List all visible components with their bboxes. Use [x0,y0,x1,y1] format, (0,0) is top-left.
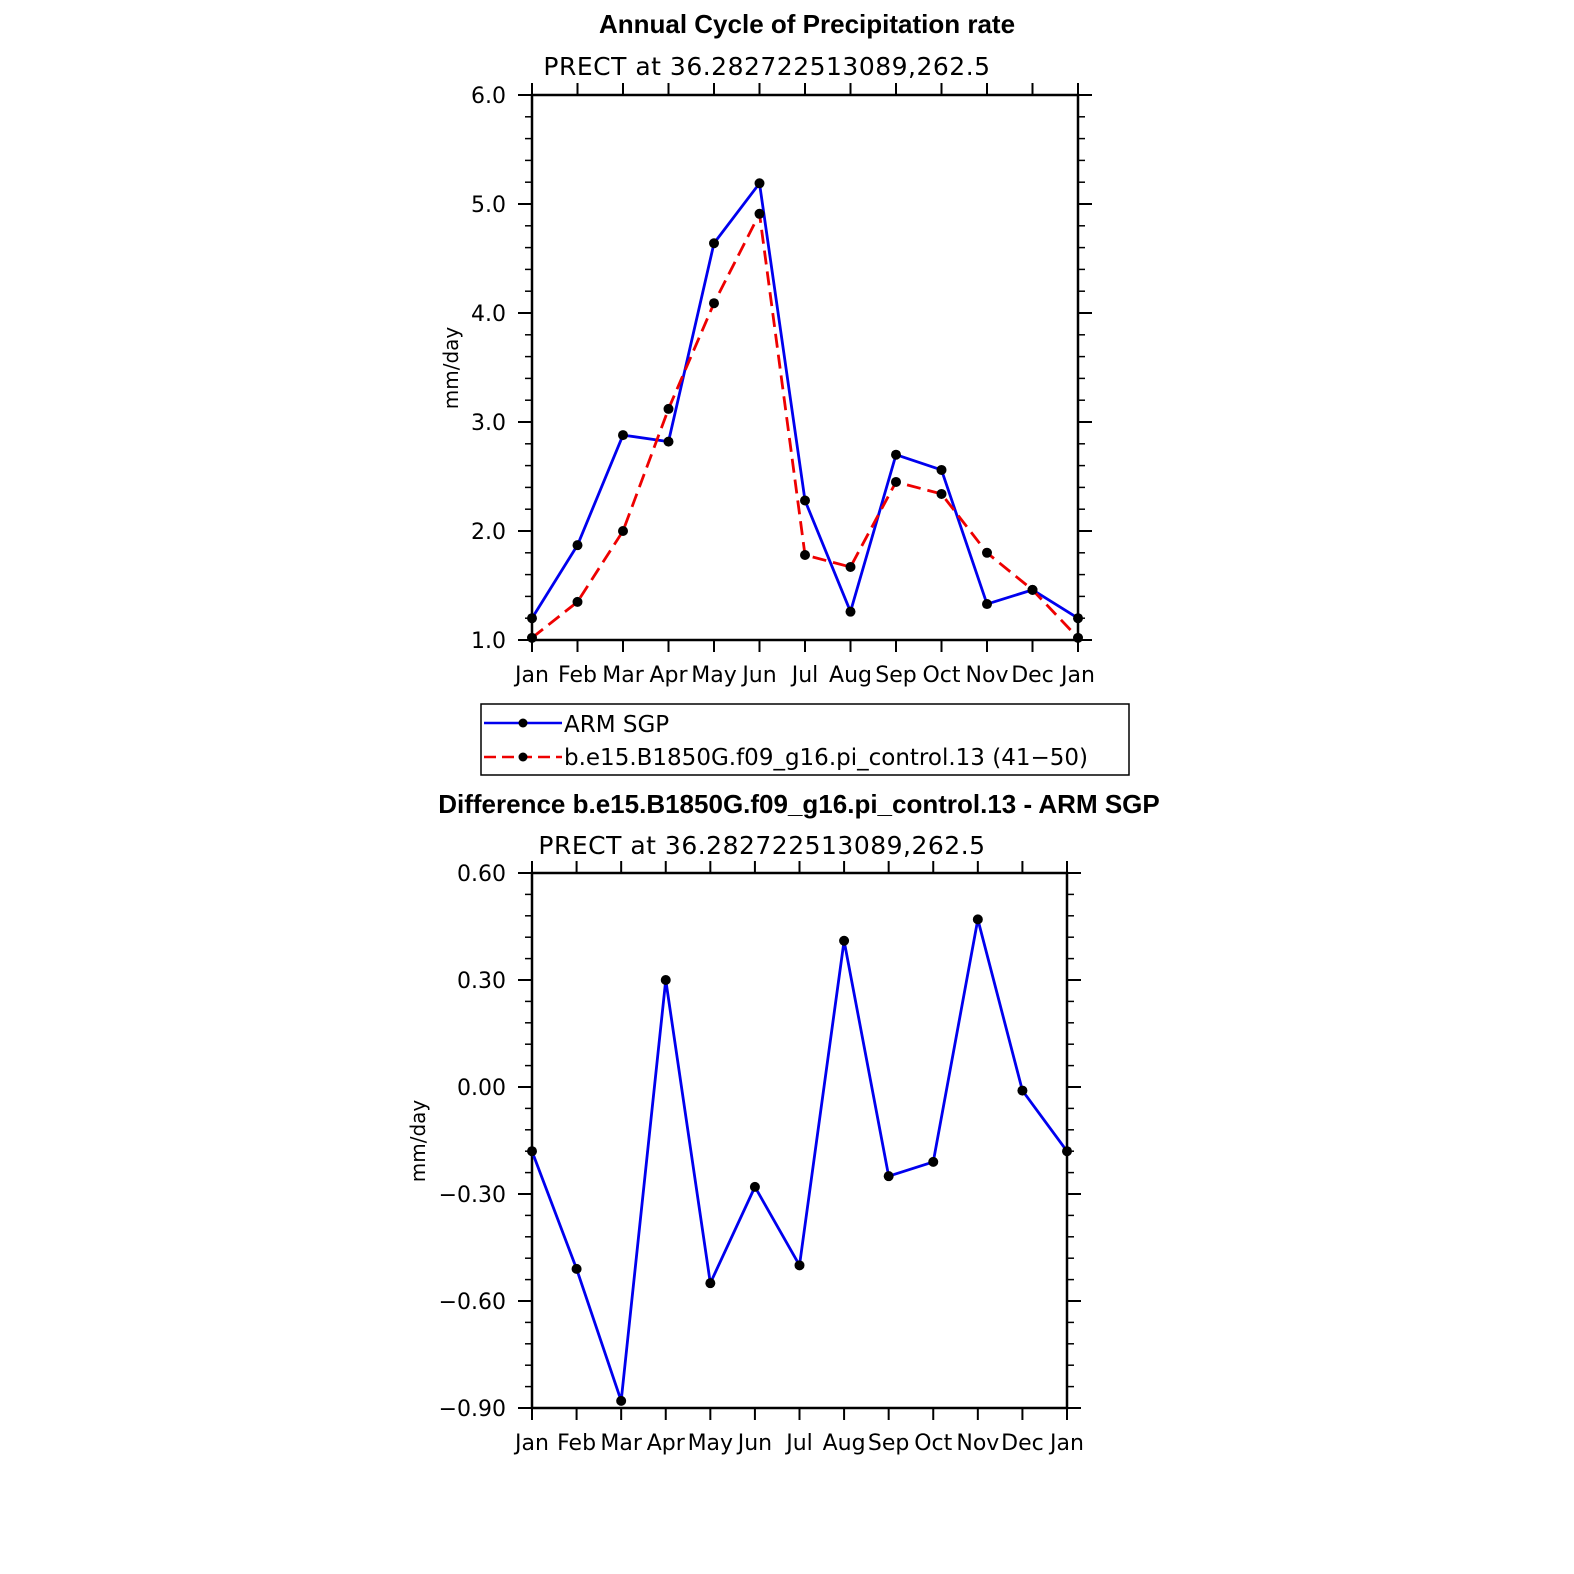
annual-cycle-title: Annual Cycle of Precipitation rate [599,9,1015,39]
data-point [1062,1146,1072,1157]
x-tick-label: Nov [956,1431,999,1456]
data-point [709,298,719,309]
x-tick-label: Nov [966,663,1009,688]
data-point [754,208,765,219]
difference-chart: Difference b.e15.B1850G.f09_g16.pi_contr… [406,789,1160,1456]
y-tick-label: 0.60 [457,862,506,887]
x-tick-label: Jan [513,663,549,688]
y-tick-label: −0.30 [439,1183,506,1208]
data-point [982,599,992,610]
annual-cycle-plot: 1.0 2.0 3.0 4.0 5.0 6.0 Jan Feb Mar Apr May Jun Jul A… [471,83,1095,688]
x-tick-label: Oct [914,1431,952,1456]
data-point [800,495,810,506]
legend-observed-marker [518,718,528,728]
y-tick-label: 3.0 [471,411,506,436]
x-tick-label: Apr [649,663,688,688]
data-point [1073,613,1083,624]
difference-ylabel: mm/day [406,1100,430,1183]
legend-item-observed: ARM SGP [484,712,669,738]
data-point [527,1146,537,1157]
legend-model-marker [518,752,528,762]
data-point [663,436,674,447]
x-tick-label: Feb [558,663,597,688]
x-tick-label: Sep [875,663,916,688]
x-tick-label: Jan [1059,663,1095,688]
y-tick-label: 0.30 [457,969,506,994]
x-tick-label: Jan [513,1431,549,1456]
data-point [572,596,583,607]
legend-box [480,703,1130,776]
data-point [972,914,983,925]
annual-cycle-ylabel: mm/day [439,327,463,410]
x-tick-label: Jul [784,1431,813,1456]
x-tick-label: Feb [557,1431,596,1456]
data-point [618,526,628,536]
data-point [794,1260,805,1271]
y-tick-label: 1.0 [471,629,506,654]
data-point [845,561,856,572]
data-point [936,464,947,475]
series-line-1 [531,212,1080,639]
x-tick-label: May [688,1431,733,1456]
data-point [571,1263,582,1274]
x-tick-label: Mar [600,1431,642,1456]
annual-cycle-chart: Annual Cycle of Precipitation rate PRECT… [439,9,1095,688]
legend-observed-label: ARM SGP [564,712,669,738]
data-point [800,549,810,560]
data-point [709,238,719,249]
x-tick-label: Oct [922,663,960,688]
x-tick-label: Aug [823,1431,866,1456]
data-point [1027,584,1038,595]
y-tick-label: 2.0 [471,520,506,545]
data-point [883,1171,894,1182]
y-tick-label: −0.60 [439,1290,506,1315]
x-tick-label: Jul [790,663,819,688]
data-point [845,606,856,617]
data-point [891,476,901,487]
data-point [616,1395,627,1406]
x-tick-label: Sep [868,1431,909,1456]
y-tick-label: −0.90 [439,1397,506,1422]
data-point [527,632,537,643]
legend: ARM SGP b.e15.B1850G.f09_g16.pi_control.… [480,703,1130,776]
data-point [705,1278,716,1289]
y-tick-label: 5.0 [471,193,506,218]
data-point [572,540,583,551]
x-tick-label: Dec [1001,1431,1044,1456]
data-point [660,975,671,985]
series-line-0 [530,917,1069,1403]
data-point [936,488,947,499]
difference-title: Difference b.e15.B1850G.f09_g16.pi_contr… [438,789,1160,819]
data-point [527,613,537,624]
legend-model-label: b.e15.B1850G.f09_g16.pi_control.13 (41−5… [564,745,1088,771]
y-tick-label: 0.00 [457,1076,506,1101]
x-tick-label: Aug [829,663,872,688]
x-tick-label: May [691,663,736,688]
x-tick-label: Jun [740,663,776,688]
data-point [749,1181,760,1192]
data-point [663,403,674,414]
x-tick-label: Apr [647,1431,686,1456]
x-tick-label: Mar [602,663,644,688]
x-tick-label: Jun [736,1431,772,1456]
difference-plot: −0.90 −0.60 −0.30 0.00 0.30 0.60 Jan Feb Mar Apr M… [439,861,1084,1456]
data-point [618,430,628,441]
x-tick-label: Dec [1011,663,1054,688]
x-tick-label: Jan [1048,1431,1084,1456]
data-point [928,1156,939,1167]
data-point [1017,1085,1028,1096]
y-tick-label: 4.0 [471,302,506,327]
difference-subtitle: PRECT at 36.282722513089,262.5 [538,831,985,860]
data-point [839,935,850,946]
data-point [754,178,765,189]
data-point [891,449,901,460]
legend-item-model: b.e15.B1850G.f09_g16.pi_control.13 (41−5… [484,745,1088,771]
data-point [1073,632,1083,643]
y-tick-label: 6.0 [471,84,506,109]
data-point [982,547,992,558]
annual-cycle-subtitle: PRECT at 36.282722513089,262.5 [543,52,990,81]
